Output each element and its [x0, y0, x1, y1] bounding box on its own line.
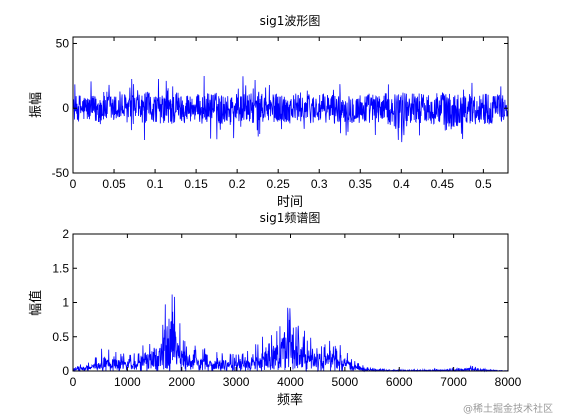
waveform-y-tick-label: 0: [62, 101, 69, 115]
spectrum-x-tick-label: 3000: [223, 375, 250, 389]
waveform-axes-frame: [72, 36, 509, 174]
waveform-x-tick-label: 0: [70, 177, 77, 191]
waveform-title: sig1波形图: [260, 14, 321, 28]
spectrum-y-tick-label: 1: [62, 296, 69, 310]
waveform-x-ticks: 0 0.05 0.1 0.15 0.2 0.25 0.3 0.35 0.4 0.45 0.5: [70, 37, 492, 191]
waveform-x-tick-label: 0.45: [431, 177, 455, 191]
spectrum-chart: sig1频谱图 0 1000 2000 3000 4000 5000 6000 7000 800…: [28, 211, 522, 408]
spectrum-x-tick-label: 1000: [114, 375, 141, 389]
waveform-x-tick-label: 0.5: [475, 177, 492, 191]
spectrum-plot-area: [72, 294, 509, 373]
spectrum-title: sig1频谱图: [260, 211, 321, 225]
spectrum-y-ticks: 0 0.5 1 1.5 2: [52, 227, 508, 378]
waveform-y-label: 振幅: [29, 92, 44, 118]
spectrum-y-label: 幅值: [28, 290, 44, 316]
spectrum-y-tick-label: 0.5: [52, 330, 69, 344]
watermark: @稀土掘金技术社区: [463, 402, 553, 415]
spectrum-y-tick-label: 1.5: [52, 261, 69, 275]
waveform-x-tick-label: 0.05: [102, 177, 126, 191]
waveform-y-tick-label: -50: [52, 166, 70, 180]
spectrum-x-tick-label: 8000: [495, 375, 522, 389]
spectrum-x-tick-label: 7000: [440, 375, 467, 389]
spectrum-x-tick-label: 2000: [168, 375, 195, 389]
waveform-x-tick-label: 0.35: [349, 177, 373, 191]
waveform-x-label: 时间: [277, 195, 303, 210]
spectrum-x-label: 频率: [277, 392, 303, 408]
waveform-chart: sig1波形图 0 0.05 0.1 0.15 0.2 0.25 0.3 0.35 0.4 0.4…: [29, 14, 509, 210]
waveform-x-tick-label: 0.15: [184, 177, 208, 191]
spectrum-y-tick-label: 2: [62, 227, 69, 241]
waveform-x-tick-label: 0.2: [229, 177, 246, 191]
waveform-x-tick-label: 0.25: [267, 177, 291, 191]
spectrum-y-tick-label: 0: [62, 364, 69, 378]
waveform-series-line: [72, 75, 509, 143]
spectrum-x-ticks: 0 1000 2000 3000 4000 5000 6000 7000 8000: [70, 234, 522, 389]
waveform-x-tick-label: 0.3: [311, 177, 328, 191]
waveform-y-tick-label: 50: [56, 36, 70, 50]
waveform-x-tick-label: 0.1: [147, 177, 164, 191]
spectrum-x-tick-label: 4000: [277, 375, 304, 389]
spectrum-x-tick-label: 0: [70, 375, 77, 389]
spectrum-x-tick-label: 5000: [332, 375, 359, 389]
waveform-plot-area: [72, 75, 509, 143]
waveform-x-tick-label: 0.4: [393, 177, 410, 191]
spectrum-series-line: [72, 294, 509, 373]
spectrum-x-tick-label: 6000: [386, 375, 413, 389]
waveform-y-ticks: -50 0 50: [52, 36, 508, 180]
